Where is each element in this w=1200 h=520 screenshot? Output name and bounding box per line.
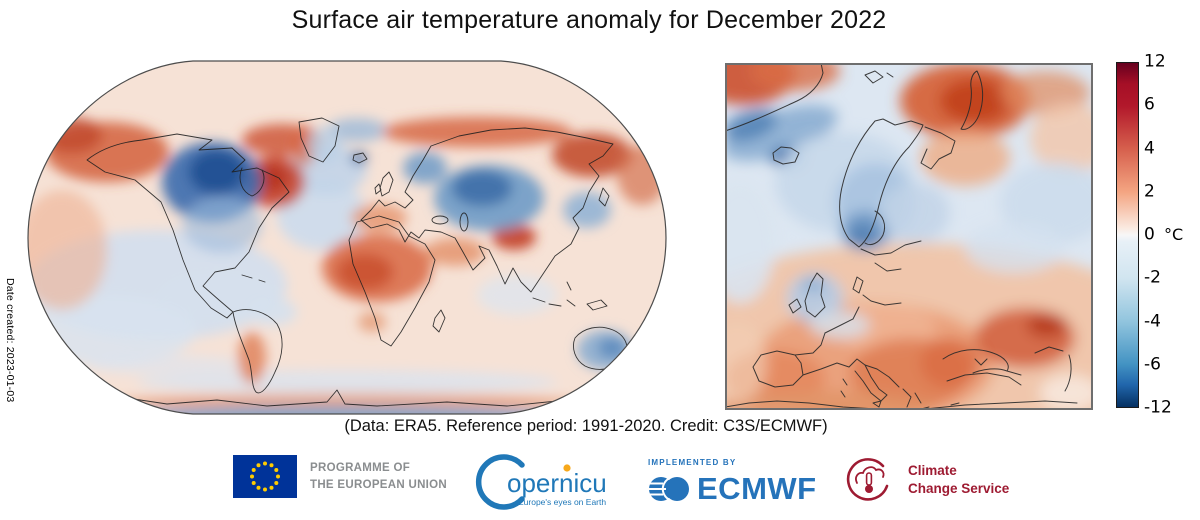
copernicus-wordmark: opernicus: [507, 468, 606, 498]
copernicus-logo-icon: opernicus Europe's eyes on Earth: [476, 454, 606, 510]
implemented-by-label: IMPLEMENTED BY: [648, 458, 737, 467]
colorbar: 12 6 4 2 0 -2 -4 -6 -12 °C: [1116, 52, 1200, 418]
copernicus-logo: opernicus Europe's eyes on Earth: [474, 449, 606, 511]
coastlines-global: [86, 117, 652, 407]
climate-change-service-label: Climate Change Service: [908, 462, 1009, 497]
colorbar-tick-label: 2: [1144, 181, 1155, 202]
c3s-line1: Climate: [908, 463, 957, 479]
global-anomaly-map: [27, 60, 667, 415]
eu-flag-icon: [233, 455, 297, 498]
colorbar-tick-label: 6: [1144, 94, 1155, 115]
global-map-field: [28, 61, 666, 414]
colorbar-unit-label: °C: [1164, 225, 1184, 245]
climate-change-service-icon: [846, 458, 889, 501]
colorbar-tick-label: -6: [1144, 354, 1161, 375]
colorbar-tick-label: 4: [1144, 138, 1155, 159]
europe-map-border: [725, 63, 1093, 410]
caption: (Data: ERA5. Reference period: 1991-2020…: [344, 417, 828, 435]
ecmwf-wordmark: ECMWF: [697, 471, 817, 506]
date-created-label: Date created: 2023-01-03: [4, 278, 16, 403]
c3s-line2: Change Service: [908, 481, 1010, 496]
climate-change-service-logo: Climate Change Service: [843, 452, 1009, 508]
eu-programme-line2: THE EUROPEAN UNION: [310, 478, 448, 491]
colorbar-tick-label: -4: [1144, 311, 1161, 332]
eu-programme-line1: PROGRAMME OF: [310, 462, 411, 475]
europe-anomaly-map: [725, 63, 1093, 410]
europe-map-field: [726, 64, 1092, 409]
colorbar-tick-label: 0: [1144, 224, 1155, 245]
copernicus-tagline: Europe's eyes on Earth: [518, 497, 606, 507]
copernicus-c-arc: [476, 454, 525, 510]
eu-programme-label: PROGRAMME OF THE EUROPEAN UNION: [310, 460, 447, 492]
ecmwf-logo: IMPLEMENTED BY ECMWF: [648, 458, 817, 507]
page-title: Surface air temperature anomaly for Dece…: [291, 6, 887, 34]
colorbar-tick-label: -2: [1144, 267, 1161, 288]
colorbar-tick-label: 12: [1144, 51, 1166, 72]
copernicus-sun-dot: [563, 464, 571, 472]
global-map-outline: [27, 60, 667, 415]
ecmwf-logo-icon: [648, 477, 689, 501]
colorbar-gradient: [1116, 62, 1139, 408]
colorbar-tick-label: -12: [1144, 397, 1172, 418]
eu-programme-logo: PROGRAMME OF THE EUROPEAN UNION: [233, 455, 447, 498]
coastlines-europe: [726, 64, 1078, 409]
